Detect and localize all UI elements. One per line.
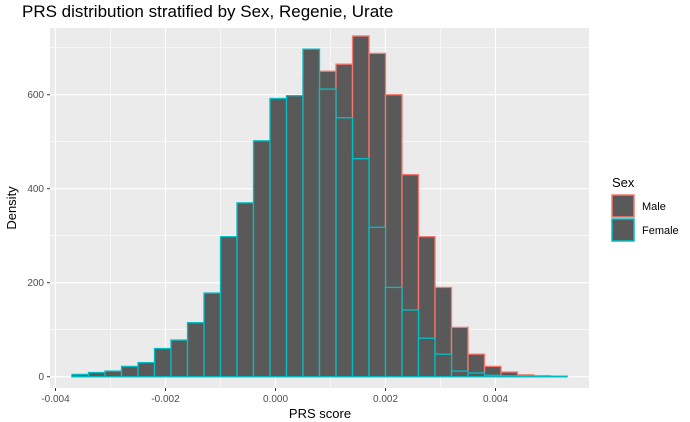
series-female — [71, 48, 568, 378]
bar-female — [434, 353, 453, 378]
bar-female — [153, 347, 172, 378]
bar-female — [120, 365, 139, 378]
x-tick-label: -0.004 — [41, 394, 70, 405]
bar-female — [384, 286, 403, 378]
bar-female — [302, 48, 321, 378]
legend-label-female: Female — [642, 225, 679, 237]
histogram-bars — [71, 35, 568, 378]
x-tick-label: 0.002 — [373, 394, 398, 405]
bar-female — [335, 117, 354, 378]
bar-female — [104, 370, 123, 378]
bar-female — [351, 158, 370, 378]
bar-female — [450, 370, 469, 378]
x-axis-title: PRS score — [289, 406, 351, 421]
bar-female — [401, 309, 420, 378]
bar-female — [236, 202, 255, 378]
bar-female — [137, 361, 156, 378]
y-tick-label: 400 — [27, 184, 44, 195]
bar-female — [203, 292, 222, 378]
x-tick-label: 0.000 — [263, 394, 288, 405]
bar-female — [170, 339, 189, 378]
bar-female — [516, 375, 535, 378]
bar-female — [252, 140, 271, 378]
bar-female — [417, 337, 436, 378]
bar-female — [87, 371, 106, 378]
x-axis: -0.004 -0.002 0.000 0.002 0.004 — [41, 388, 508, 405]
y-tick-label: 600 — [27, 90, 44, 101]
bar-female — [368, 226, 387, 378]
y-axis: 0 200 400 600 — [27, 90, 50, 383]
bar-female — [285, 95, 304, 378]
bar-female — [269, 97, 288, 378]
y-axis-title: Density — [4, 186, 19, 230]
legend-label-male: Male — [642, 201, 666, 213]
bar-female — [71, 373, 90, 378]
x-tick-label: 0.004 — [483, 394, 508, 405]
bar-female — [186, 322, 205, 378]
bar-female — [533, 375, 552, 378]
chart-title: PRS distribution stratified by Sex, Rege… — [22, 2, 393, 21]
bar-female — [549, 375, 568, 378]
y-tick-label: 0 — [38, 372, 44, 383]
legend-title: Sex — [612, 175, 635, 190]
bar-male — [450, 326, 469, 378]
bar-female — [483, 374, 502, 378]
bar-female — [467, 372, 486, 378]
x-tick-label: -0.002 — [151, 394, 180, 405]
legend: Sex Male Female — [611, 175, 679, 242]
bar-female — [318, 88, 337, 378]
y-tick-label: 200 — [27, 278, 44, 289]
bar-female — [219, 236, 238, 378]
legend-key-female — [611, 218, 635, 242]
bar-female — [500, 375, 519, 378]
legend-key-male — [611, 194, 635, 218]
